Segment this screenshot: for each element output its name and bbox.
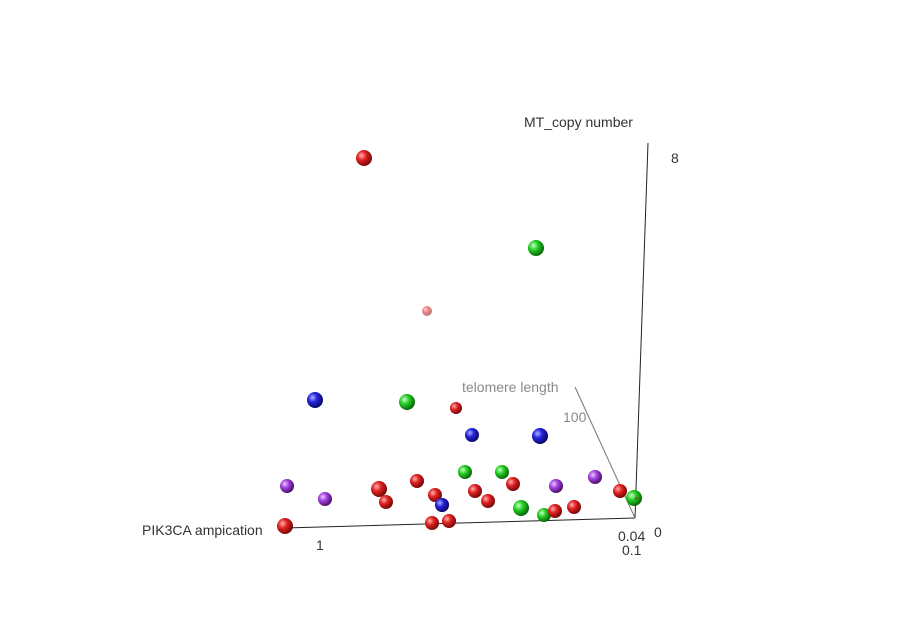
data-point-red [422, 306, 432, 316]
data-point-red [356, 150, 372, 166]
y-axis-line [574, 386, 636, 519]
data-point-red [442, 514, 456, 528]
y-tick-min: 0.04 [618, 528, 645, 544]
data-point-green [626, 490, 642, 506]
data-point-red [277, 518, 293, 534]
data-point-blue [307, 392, 323, 408]
data-point-red [567, 500, 581, 514]
data-point-red [481, 494, 495, 508]
x-tick-min: 0.1 [622, 542, 642, 558]
data-point-red [548, 504, 562, 518]
data-point-green [458, 465, 472, 479]
data-point-red [410, 474, 424, 488]
data-point-purple [318, 492, 332, 506]
data-point-blue [435, 498, 449, 512]
data-point-red [635, 497, 637, 499]
data-point-red [379, 495, 393, 509]
data-point-purple [588, 470, 602, 484]
data-point-red [468, 484, 482, 498]
x-axis-line [284, 517, 636, 529]
data-point-red [425, 516, 439, 530]
x-tick-max: 1 [316, 537, 324, 553]
data-point-purple [549, 479, 563, 493]
data-point-blue [465, 428, 479, 442]
data-point-green [495, 465, 509, 479]
y-axis-label: telomere length [462, 379, 559, 395]
data-point-purple [280, 479, 294, 493]
z-axis-label: MT_copy number [524, 114, 633, 130]
z-tick-max: 8 [671, 150, 679, 166]
data-point-red [428, 488, 442, 502]
data-point-red [371, 481, 387, 497]
points-group [277, 150, 642, 534]
data-point-red [613, 484, 627, 498]
data-point-green [537, 508, 551, 522]
data-point-blue [532, 428, 548, 444]
data-point-green [399, 394, 415, 410]
y-tick-max: 100 [563, 409, 587, 425]
data-point-red [450, 402, 462, 414]
z-tick-min: 0 [654, 524, 662, 540]
data-point-green [513, 500, 529, 516]
z-axis-line [634, 142, 649, 519]
x-axis-label: PIK3CA ampication [142, 522, 263, 538]
data-point-red [506, 477, 520, 491]
data-point-green [528, 240, 544, 256]
